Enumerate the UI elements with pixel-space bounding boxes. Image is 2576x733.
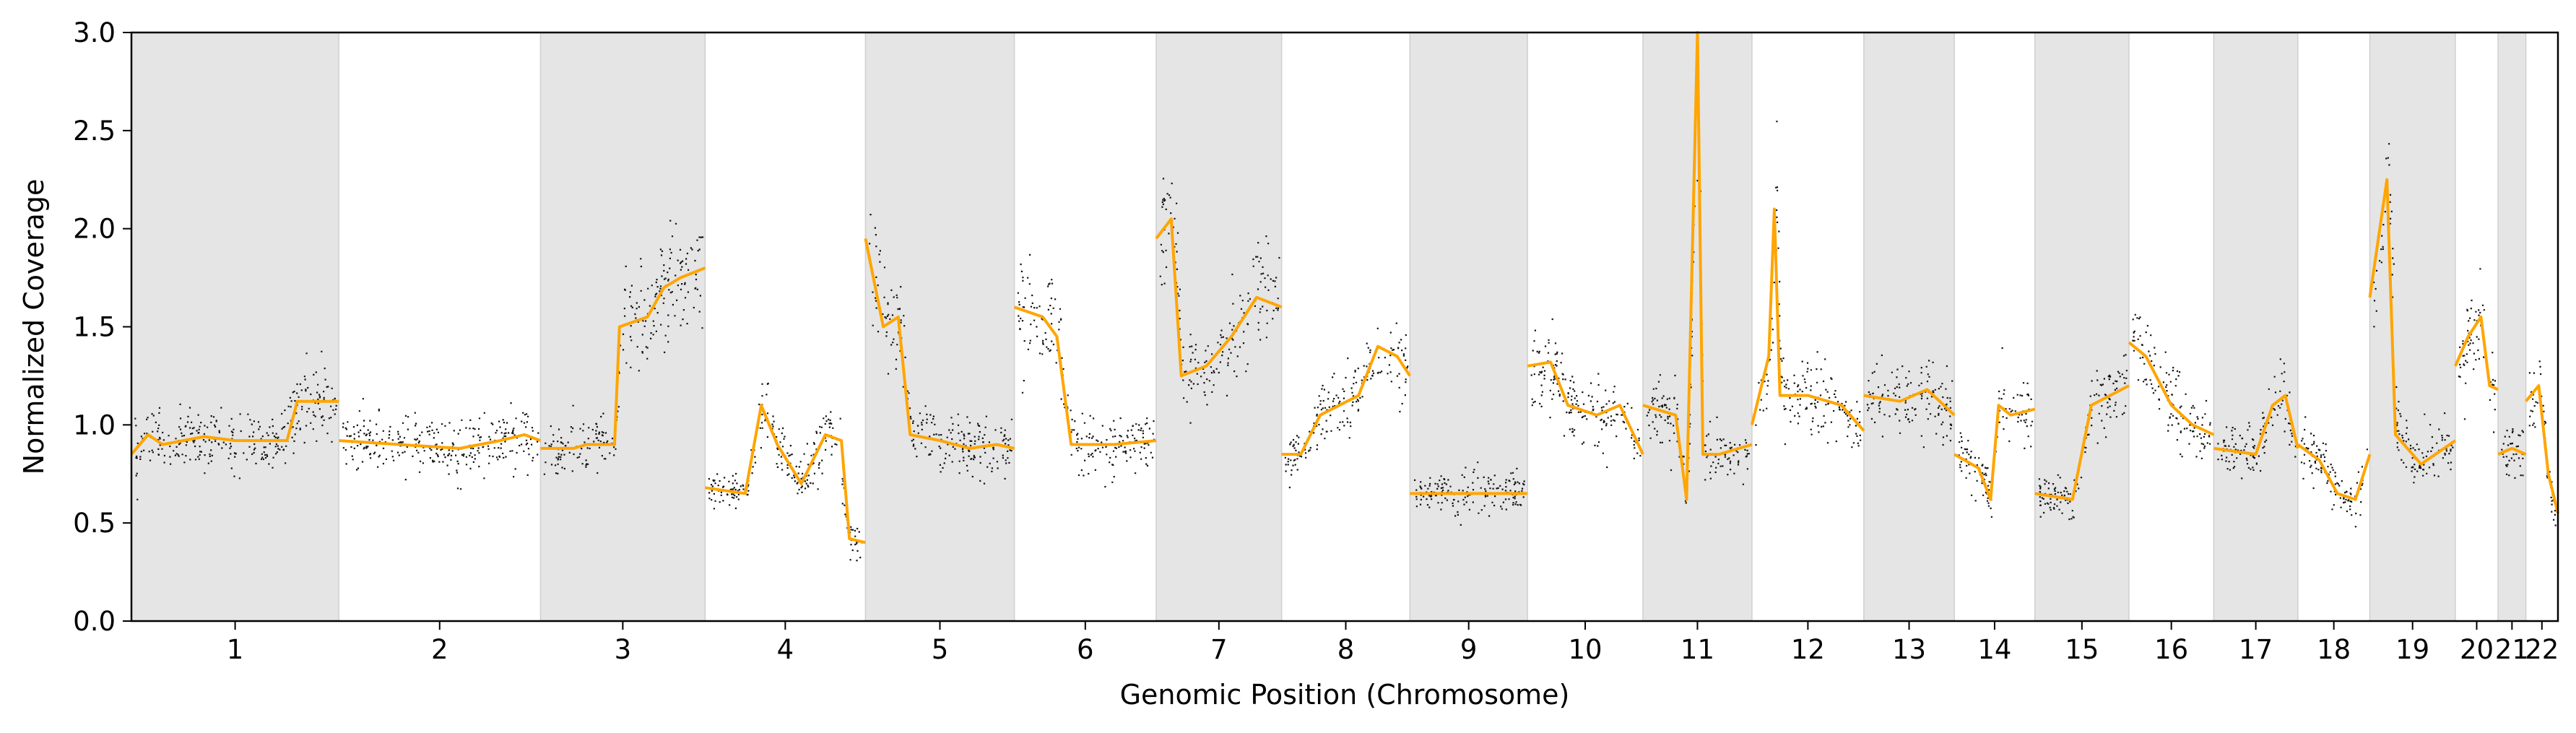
plot-frame xyxy=(130,31,2559,623)
y-tick-label: 2.0 xyxy=(73,214,116,245)
x-tick-label: 11 xyxy=(1681,634,1714,665)
segment-chr19 xyxy=(2368,178,2457,466)
segment-chr3 xyxy=(540,266,706,450)
x-tick-label: 5 xyxy=(932,634,949,665)
x-tick-label: 20 xyxy=(2460,634,2494,665)
x-tick-label: 13 xyxy=(1892,634,1926,665)
y-axis-label: Normalized Coverage xyxy=(18,179,50,475)
x-tick-label: 8 xyxy=(1337,634,1355,665)
points-chr15 xyxy=(2038,354,2128,521)
segment-chr8 xyxy=(1281,344,1411,456)
segment-chr2 xyxy=(339,433,542,450)
x-tick-label: 19 xyxy=(2395,634,2429,665)
segment-chr18 xyxy=(2297,443,2372,501)
y-axis: 0.0 0.5 1.0 1.5 2.0 2.5 3.0 xyxy=(73,17,131,637)
x-tick-label: 18 xyxy=(2317,634,2351,665)
x-axis-label: Genomic Position (Chromosome) xyxy=(1120,679,1570,711)
band-chr9 xyxy=(1410,32,1528,621)
segment-chr12 xyxy=(1750,207,1865,432)
points-chr22 xyxy=(2528,360,2557,526)
segment-chr14 xyxy=(1953,404,2036,501)
points-chr4 xyxy=(708,382,864,562)
band-chr5 xyxy=(865,32,1015,621)
band-chr15 xyxy=(2034,32,2129,621)
x-tick-label: 3 xyxy=(615,634,632,665)
x-tick-label: 6 xyxy=(1077,634,1094,665)
x-tick-label: 21 xyxy=(2495,634,2529,665)
band-chr21 xyxy=(2498,32,2526,621)
x-tick-label: 14 xyxy=(1977,634,2011,665)
x-tick-label: 16 xyxy=(2154,634,2188,665)
points-chr6 xyxy=(1017,253,1155,488)
x-tick-label: 7 xyxy=(1210,634,1228,665)
points-chr9 xyxy=(1413,461,1525,526)
segment-chr5 xyxy=(864,238,1015,450)
points-chr20 xyxy=(2458,268,2497,433)
segment-chr22 xyxy=(2525,384,2559,514)
segment-lines xyxy=(130,31,2559,545)
x-tick-label: 17 xyxy=(2239,634,2273,665)
segment-chr7 xyxy=(1155,217,1283,378)
x-tick-label: 2 xyxy=(431,634,448,665)
segment-chr6 xyxy=(1013,305,1157,446)
y-tick-label: 1.0 xyxy=(73,409,116,441)
x-tick-label: 10 xyxy=(1568,634,1602,665)
x-tick-label: 4 xyxy=(777,634,794,665)
points-chr8 xyxy=(1284,322,1409,489)
band-chr7 xyxy=(1155,32,1282,621)
y-tick-label: 1.5 xyxy=(73,312,116,343)
segment-chr17 xyxy=(2213,394,2299,456)
x-tick-label: 22 xyxy=(2525,634,2559,665)
segment-chr4 xyxy=(705,404,866,545)
segment-chr21 xyxy=(2497,446,2527,456)
y-tick-label: 2.5 xyxy=(73,116,116,147)
x-tick-label: 9 xyxy=(1460,634,1478,665)
y-tick-label: 0.0 xyxy=(73,606,116,637)
band-chr1 xyxy=(131,32,339,621)
segment-chr13 xyxy=(1863,388,1956,417)
x-tick-label: 1 xyxy=(227,634,244,665)
segment-chr15 xyxy=(2034,384,2130,501)
y-tick-label: 3.0 xyxy=(73,17,116,48)
points-chr10 xyxy=(1530,318,1642,469)
points-chr16 xyxy=(2132,313,2211,459)
points-chr1 xyxy=(134,350,337,500)
points-chr18 xyxy=(2300,416,2368,528)
band-chr19 xyxy=(2369,32,2455,621)
x-tick-label: 12 xyxy=(1791,634,1825,665)
segment-chr16 xyxy=(2128,341,2215,436)
band-chr13 xyxy=(1863,32,1955,621)
segment-chr1 xyxy=(130,399,339,456)
y-tick-label: 0.5 xyxy=(73,508,116,539)
coverage-points xyxy=(134,48,2557,562)
x-tick-label: 15 xyxy=(2065,634,2099,665)
chromosome-bands xyxy=(131,32,2527,621)
band-chr17 xyxy=(2213,32,2298,621)
points-chr21 xyxy=(2501,428,2524,479)
segment-chr20 xyxy=(2454,315,2499,391)
segment-chr10 xyxy=(1527,360,1644,455)
